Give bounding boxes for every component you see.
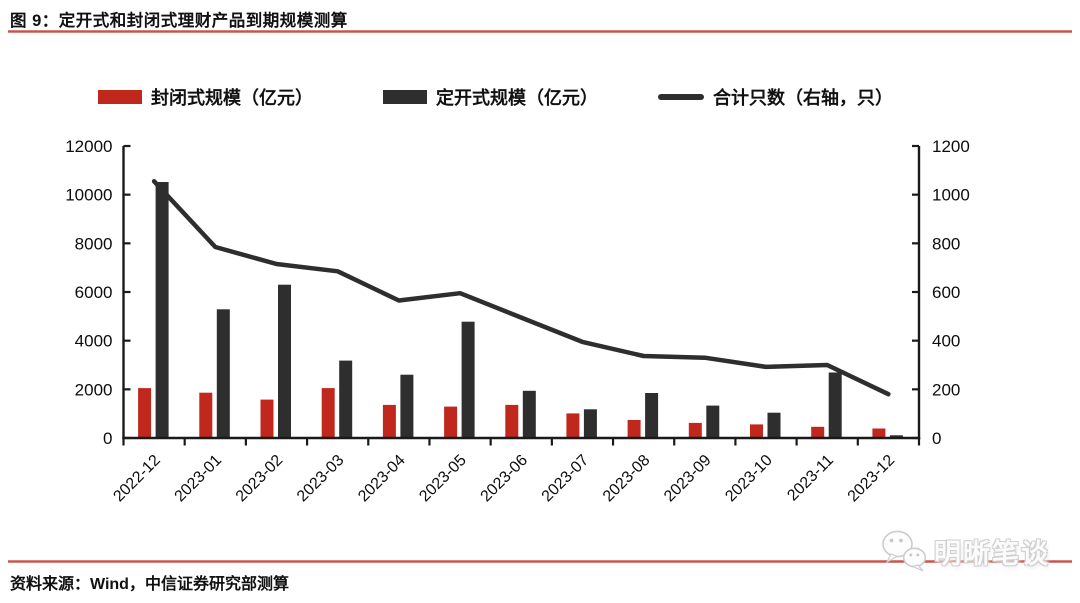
bar: [216, 309, 230, 438]
right-tick-label: 800: [932, 234, 960, 253]
tick-labels: 0 2000 4000 6000 8000 10000 12000 0 200 400 600 800…: [65, 137, 970, 505]
bar: [461, 321, 475, 438]
watermark-text: 明晰笔谈: [934, 538, 1050, 569]
bar: [522, 390, 536, 438]
x-tick-label: 2023-04: [355, 452, 409, 506]
right-tick-label: 1200: [932, 137, 970, 156]
bar: [505, 404, 519, 438]
bar: [382, 404, 396, 438]
source-note: 资料来源：Wind，中信证券研究部测算: [10, 576, 289, 593]
x-tick-label: 2023-07: [539, 452, 593, 506]
bar: [583, 409, 597, 438]
x-tick-label: 2023-10: [722, 452, 776, 506]
bar: [339, 360, 353, 438]
legend-label: 定开式规模（亿元）: [436, 88, 598, 108]
left-tick-label: 8000: [75, 234, 113, 253]
left-tick-label: 6000: [75, 283, 113, 302]
legend-item-1: 封闭式规模（亿元）: [98, 85, 313, 109]
chart-legend: 封闭式规模（亿元） 定开式规模（亿元） 合计只数（右轴，只）: [0, 85, 1080, 109]
tick-marks: [122, 144, 921, 446]
right-tick-label: 200: [932, 380, 960, 399]
axes: [122, 146, 921, 440]
bar: [400, 374, 414, 438]
x-tick-label: 2023-01: [172, 452, 226, 506]
bar: [627, 420, 641, 438]
x-tick-label: 2023-03: [294, 452, 348, 506]
bar: [645, 393, 659, 438]
line-series-total: [151, 179, 891, 397]
title-underline: [8, 30, 1072, 33]
legend-label: 合计只数（右轴，只）: [713, 88, 893, 108]
bar-series-open: [155, 182, 903, 438]
watermark: 明晰笔谈: [880, 529, 1050, 573]
x-tick-label: 2023-12: [845, 452, 899, 506]
left-tick-label: 4000: [75, 332, 113, 351]
bar: [872, 428, 886, 438]
bar: [889, 435, 903, 438]
legend-line-swatch: [658, 94, 704, 100]
x-tick-label: 2023-05: [416, 452, 470, 506]
x-tick-label: 2023-08: [600, 452, 654, 506]
footer-rule: [8, 560, 1072, 563]
legend-item-3: 合计只数（右轴，只）: [658, 85, 893, 109]
right-tick-label: 0: [932, 429, 941, 448]
x-tick-label: 2023-02: [233, 452, 287, 506]
bar: [260, 399, 274, 438]
left-tick-label: 10000: [65, 186, 112, 205]
bar: [199, 392, 213, 438]
legend-bar-swatch: [98, 90, 142, 104]
bar: [444, 406, 458, 438]
x-tick-label: 2023-09: [661, 452, 715, 506]
bar: [278, 284, 291, 438]
bar: [750, 424, 763, 438]
bar: [688, 422, 702, 438]
bar: [155, 182, 169, 438]
legend-item-2: 定开式规模（亿元）: [383, 85, 598, 109]
bar: [706, 405, 720, 438]
right-tick-label: 600: [932, 283, 960, 302]
bar: [566, 413, 580, 438]
bar: [767, 412, 781, 438]
wechat-icon: [882, 530, 927, 572]
x-tick-label: 2023-11: [784, 452, 837, 505]
figure-title: 图 9：定开式和封闭式理财产品到期规模测算: [10, 12, 348, 30]
legend-label: 封闭式规模（亿元）: [151, 88, 313, 108]
bar: [321, 388, 335, 438]
x-tick-label: 2023-06: [478, 452, 532, 506]
bar: [828, 372, 842, 438]
legend-bar-swatch: [383, 90, 427, 104]
bar-series-closed: [138, 388, 886, 438]
right-tick-label: 1000: [932, 186, 970, 205]
left-tick-label: 2000: [75, 380, 113, 399]
left-tick-label: 12000: [65, 137, 112, 156]
x-tick-label: 2022-12: [110, 452, 164, 506]
bar: [138, 388, 152, 438]
right-tick-label: 400: [932, 332, 960, 351]
bar: [811, 426, 825, 438]
left-tick-label: 0: [103, 429, 112, 448]
